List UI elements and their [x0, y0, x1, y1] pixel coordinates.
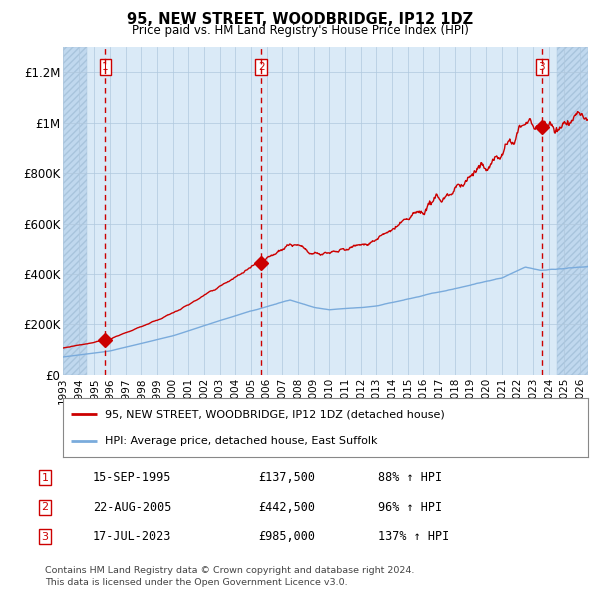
- Text: 88% ↑ HPI: 88% ↑ HPI: [378, 471, 442, 484]
- Text: 137% ↑ HPI: 137% ↑ HPI: [378, 530, 449, 543]
- Text: 96% ↑ HPI: 96% ↑ HPI: [378, 501, 442, 514]
- Text: 95, NEW STREET, WOODBRIDGE, IP12 1DZ: 95, NEW STREET, WOODBRIDGE, IP12 1DZ: [127, 12, 473, 27]
- Text: 1: 1: [41, 473, 49, 483]
- Text: 2: 2: [258, 62, 265, 72]
- Text: 3: 3: [41, 532, 49, 542]
- Text: 17-JUL-2023: 17-JUL-2023: [93, 530, 172, 543]
- Bar: [557, 47, 588, 375]
- Text: HPI: Average price, detached house, East Suffolk: HPI: Average price, detached house, East…: [105, 437, 377, 446]
- Text: £137,500: £137,500: [258, 471, 315, 484]
- Text: 95, NEW STREET, WOODBRIDGE, IP12 1DZ (detached house): 95, NEW STREET, WOODBRIDGE, IP12 1DZ (de…: [105, 409, 445, 419]
- Text: Price paid vs. HM Land Registry's House Price Index (HPI): Price paid vs. HM Land Registry's House …: [131, 24, 469, 37]
- Text: Contains HM Land Registry data © Crown copyright and database right 2024.: Contains HM Land Registry data © Crown c…: [45, 566, 415, 575]
- Text: 3: 3: [538, 62, 545, 72]
- Text: £442,500: £442,500: [258, 501, 315, 514]
- Bar: [63, 47, 86, 375]
- Text: 22-AUG-2005: 22-AUG-2005: [93, 501, 172, 514]
- Text: 2: 2: [41, 503, 49, 512]
- Text: 15-SEP-1995: 15-SEP-1995: [93, 471, 172, 484]
- Text: £985,000: £985,000: [258, 530, 315, 543]
- Text: 1: 1: [102, 62, 109, 72]
- Text: This data is licensed under the Open Government Licence v3.0.: This data is licensed under the Open Gov…: [45, 578, 347, 587]
